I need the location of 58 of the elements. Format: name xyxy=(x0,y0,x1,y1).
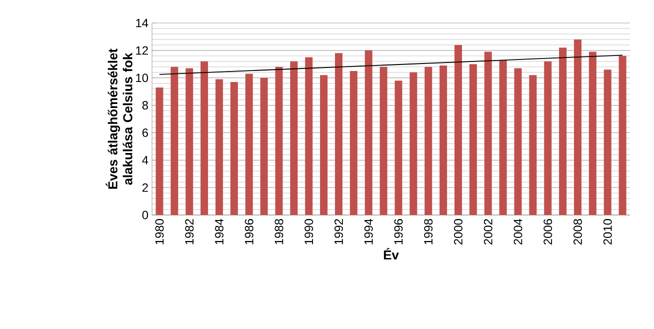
bar xyxy=(559,48,567,215)
bar xyxy=(350,70,358,215)
bar xyxy=(380,66,388,215)
bar xyxy=(410,72,418,215)
y-tick-label: 14 xyxy=(136,18,148,28)
x-tick-label: 2008 xyxy=(574,219,582,245)
bar xyxy=(484,52,492,215)
y-tick-label: 6 xyxy=(142,128,148,137)
bar xyxy=(245,74,253,215)
bar xyxy=(440,66,448,215)
y-tick-label: 10 xyxy=(136,74,148,82)
x-axis-title: Év xyxy=(384,248,399,260)
bar xyxy=(200,61,208,215)
bar xyxy=(156,87,164,215)
x-tick-label: 1984 xyxy=(214,218,224,244)
bar xyxy=(588,52,596,215)
x-tick-label: 1980 xyxy=(155,218,164,244)
bar xyxy=(305,57,313,215)
x-tick-label: 2000 xyxy=(454,218,462,245)
bar xyxy=(424,66,432,215)
bar xyxy=(260,78,268,215)
bar xyxy=(290,61,298,215)
bar xyxy=(544,61,552,215)
bar xyxy=(469,64,477,215)
bar xyxy=(604,70,612,215)
x-tick-label: 1990 xyxy=(304,218,314,244)
bar xyxy=(170,66,178,215)
y-tick-label: 8 xyxy=(142,101,148,110)
bar xyxy=(394,80,402,215)
bar xyxy=(529,75,537,215)
bar xyxy=(574,39,582,215)
bar xyxy=(499,60,507,215)
bar xyxy=(618,56,626,215)
x-tick-label: 1986 xyxy=(244,219,254,244)
bar xyxy=(186,68,194,215)
bar xyxy=(364,50,372,215)
y-tick-label: 4 xyxy=(142,156,148,164)
y-tick-label: 12 xyxy=(136,46,148,55)
bar xyxy=(514,68,522,215)
bar xyxy=(320,75,328,215)
bar xyxy=(275,66,283,215)
bar xyxy=(230,82,238,215)
y-tick-label: 0 xyxy=(142,210,148,220)
x-tick-label: 1988 xyxy=(274,219,284,244)
x-tick-label: 1992 xyxy=(334,219,343,244)
y-axis-title: Éves átlaghőmérséklet alakulása Celsius fok xyxy=(106,48,132,189)
x-tick-label: 1994 xyxy=(364,218,373,244)
bar xyxy=(454,44,462,215)
x-tick-label: 2006 xyxy=(544,219,552,245)
x-tick-label: 2002 xyxy=(484,219,492,245)
y-tick-label: 2 xyxy=(142,183,148,192)
x-tick-label: 2010 xyxy=(603,218,612,245)
x-tick-label: 1996 xyxy=(394,219,403,244)
x-tick-label: 2004 xyxy=(514,218,522,245)
x-tick-label: 1982 xyxy=(185,219,194,244)
bar xyxy=(215,79,223,215)
x-tick-label: 1998 xyxy=(424,219,433,244)
bar xyxy=(334,53,342,215)
